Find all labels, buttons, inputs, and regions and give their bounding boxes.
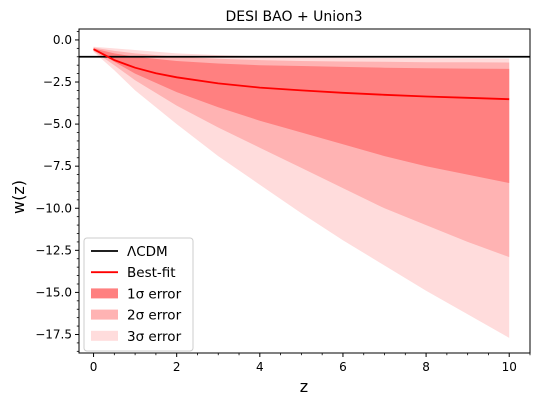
x-tick-label: 2 [173, 360, 181, 374]
y-tick-label: −15.0 [35, 285, 72, 299]
legend-label: 3σ error [127, 329, 182, 345]
band-1-error [93, 48, 510, 184]
x-tick-label: 0 [90, 360, 98, 374]
y-tick-label: 0.0 [53, 33, 72, 47]
y-tick-label: −17.5 [35, 327, 72, 341]
x-tick-label: 4 [256, 360, 264, 374]
chart-title: DESI BAO + Union3 [225, 9, 362, 25]
legend-swatch [91, 288, 118, 299]
error-bands [93, 46, 510, 338]
x-axis: 0 2 4 6 8 10 [90, 353, 531, 374]
legend-box [83, 237, 194, 352]
x-axis-label: z [300, 377, 308, 396]
legend-swatch [91, 330, 118, 341]
y-axis: 0.0 −2.5 −5.0 −7.5 −10.0 −12.5 −15.0 −17.5 [35, 31, 79, 352]
y-tick-label: −5.0 [43, 117, 72, 131]
legend-label: ΛCDM [127, 244, 168, 260]
legend-label: 1σ error [127, 286, 182, 302]
plot-frame [78, 28, 531, 354]
y-tick-label: −12.5 [35, 243, 72, 257]
y-axis-label: w(z) [9, 180, 28, 214]
series-lines [79, 48, 530, 101]
legend-label: Best-fit [127, 265, 176, 281]
x-tick-label: 6 [339, 360, 347, 374]
y-tick-label: −2.5 [43, 75, 72, 89]
y-tick-label: −7.5 [43, 159, 72, 173]
legend: ΛCDM Best-fit 1σ error 2σ error 3σ error [83, 237, 194, 352]
best-fit-line [93, 48, 510, 101]
y-tick-label: −10.0 [35, 201, 72, 215]
x-tick-label: 10 [502, 360, 517, 374]
legend-swatch [91, 309, 118, 320]
legend-label: 2σ error [127, 308, 182, 324]
x-tick-label: 8 [422, 360, 430, 374]
